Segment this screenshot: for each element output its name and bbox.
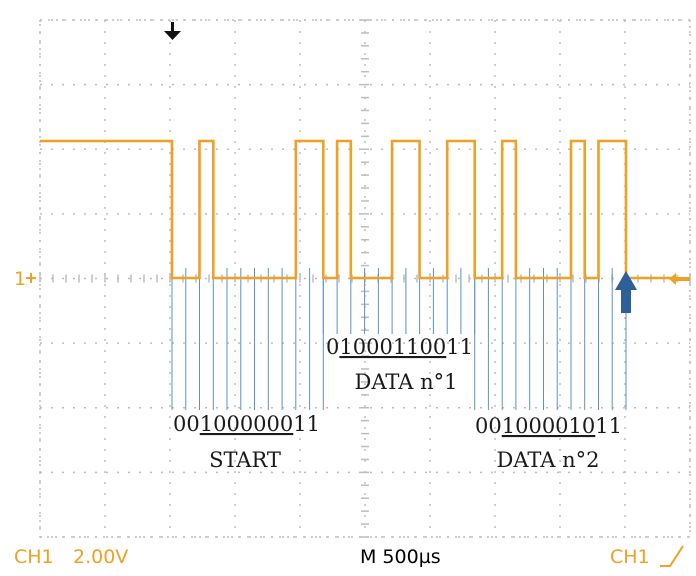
waveform-path xyxy=(40,139,676,280)
rising-edge-icon xyxy=(660,545,684,567)
frame-data-2: 00100001011 DATA n°2 xyxy=(475,414,622,472)
frame-framing-bits: 11 xyxy=(293,412,320,436)
frame-label: START xyxy=(209,448,281,472)
frame-framing-bits: 11 xyxy=(595,414,622,438)
signal-trace xyxy=(40,139,676,280)
frame-label: DATA n°2 xyxy=(497,448,600,472)
channel-ref-number: 1 xyxy=(14,268,26,290)
frame-framing-bits: 11 xyxy=(446,335,473,359)
status-bar: CH1 2.00V M 500µs CH1 xyxy=(14,545,684,568)
frame-framing-bits: 00 xyxy=(475,414,502,438)
frame-bits: 00100000011 xyxy=(173,412,320,436)
frame-data-1: 01000110011 DATA n°1 xyxy=(326,335,473,394)
frame-start: 00100000011 START xyxy=(173,412,320,472)
down-arrow-icon xyxy=(164,22,181,40)
frame-framing-bits: 0 xyxy=(326,335,339,359)
frame-bits: 01000110011 xyxy=(326,335,473,359)
frame-bits: 00100001011 xyxy=(475,414,622,438)
frame-payload-bits: 10001100 xyxy=(339,335,446,359)
trigger-position-marker xyxy=(164,22,181,40)
channel-indicator: CH1 xyxy=(14,546,54,568)
plus-icon xyxy=(26,273,36,283)
up-arrow-icon xyxy=(615,271,637,313)
timebase: M 500µs xyxy=(360,546,441,568)
frame-payload-bits: 1000000 xyxy=(200,412,294,436)
frame-framing-bits: 00 xyxy=(173,412,200,436)
volts-per-div: 2.00V xyxy=(73,546,128,568)
left-arrow-icon xyxy=(669,273,690,285)
graticule xyxy=(39,19,691,538)
frame-label: DATA n°1 xyxy=(355,370,458,394)
channel-ref-marker: 1 xyxy=(14,268,36,290)
trigger-source: CH1 xyxy=(610,546,650,568)
frame-payload-bits: 1000010 xyxy=(502,414,596,438)
